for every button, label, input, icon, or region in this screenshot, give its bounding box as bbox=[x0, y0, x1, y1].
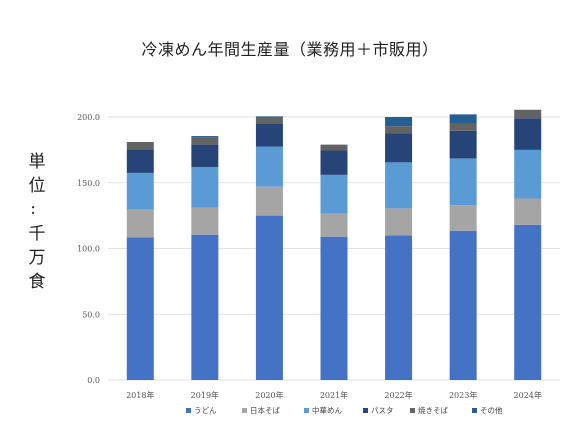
x-tick-label: 2019年 bbox=[191, 390, 219, 400]
legend-label: 日本そば bbox=[250, 405, 280, 415]
x-tick-label: 2021年 bbox=[320, 390, 348, 400]
bar-segment bbox=[385, 208, 413, 236]
bar-segment bbox=[385, 117, 413, 127]
y-tick-label: 0.0 bbox=[87, 376, 100, 385]
bar-segment bbox=[385, 235, 413, 380]
legend-label: 中華めん bbox=[312, 405, 342, 415]
legend-swatch bbox=[304, 408, 309, 413]
chart-title: 冷凍めん年間生産量（業務用＋市販用） bbox=[141, 40, 439, 59]
y-axis-label-char: 位 bbox=[28, 176, 46, 196]
bar-segment bbox=[126, 209, 154, 238]
x-tick-label: 2024年 bbox=[514, 390, 542, 400]
y-tick-label: 50.0 bbox=[82, 310, 100, 319]
bar-segment bbox=[191, 144, 219, 167]
bar-segment bbox=[126, 172, 154, 210]
bar-segment bbox=[514, 198, 542, 225]
bar-segment bbox=[126, 149, 154, 173]
legend-swatch bbox=[472, 408, 477, 413]
bar-segment bbox=[126, 141, 154, 150]
bar-segment bbox=[449, 123, 477, 131]
legend-swatch bbox=[242, 408, 247, 413]
legend-label: うどん bbox=[194, 406, 217, 415]
x-tick-label: 2023年 bbox=[449, 390, 477, 400]
y-axis-label: 単位 ‥ 千万食 bbox=[22, 150, 52, 294]
y-tick-label: 200.0 bbox=[77, 113, 100, 122]
bar-segment bbox=[191, 207, 219, 235]
bar-segment bbox=[449, 114, 477, 124]
bar-segment bbox=[191, 166, 219, 208]
bar-segment bbox=[385, 133, 413, 163]
bar-segment bbox=[514, 109, 542, 119]
bar-segment bbox=[514, 118, 542, 150]
x-tick-label: 2020年 bbox=[255, 390, 283, 400]
bar-segment bbox=[255, 215, 283, 380]
y-axis-label-char: 万 bbox=[28, 248, 46, 268]
legend-swatch bbox=[363, 408, 368, 413]
bar-segment bbox=[126, 237, 154, 380]
bar-segment bbox=[449, 205, 477, 231]
bar-segment bbox=[449, 158, 477, 206]
bar-segment bbox=[385, 162, 413, 209]
bar-segment bbox=[449, 130, 477, 159]
bar-segment bbox=[191, 136, 219, 138]
bar-segment bbox=[320, 174, 348, 214]
y-axis-label-char: 単 bbox=[28, 152, 46, 172]
bar-segment bbox=[514, 224, 542, 380]
y-tick-label: 150.0 bbox=[77, 179, 100, 188]
x-tick-label: 2022年 bbox=[384, 390, 412, 400]
y-tick-label: 100.0 bbox=[77, 245, 100, 254]
legend-swatch bbox=[186, 408, 191, 413]
legend-label: その他 bbox=[480, 405, 503, 415]
bar-segment bbox=[320, 236, 348, 380]
bar-segment bbox=[320, 150, 348, 175]
bar-segment bbox=[255, 116, 283, 117]
bar-segment bbox=[191, 234, 219, 380]
legend-label: 焼きそば bbox=[418, 406, 448, 415]
x-tick-label: 2018年 bbox=[126, 390, 154, 400]
y-axis-label-char: 千 bbox=[28, 224, 46, 244]
bar-segment bbox=[320, 144, 348, 151]
bar-segment bbox=[255, 186, 283, 216]
bar-segment bbox=[320, 213, 348, 237]
legend-swatch bbox=[410, 408, 415, 413]
bar-segment bbox=[255, 146, 283, 187]
y-axis-label-char: 食 bbox=[28, 272, 46, 292]
bar-segment bbox=[255, 123, 283, 147]
bar-segment bbox=[385, 126, 413, 134]
bar-segment bbox=[191, 137, 219, 145]
bar-segment bbox=[255, 117, 283, 124]
legend-label: パスタ bbox=[371, 406, 394, 415]
bar-segment bbox=[514, 149, 542, 199]
bar-segment bbox=[449, 230, 477, 380]
